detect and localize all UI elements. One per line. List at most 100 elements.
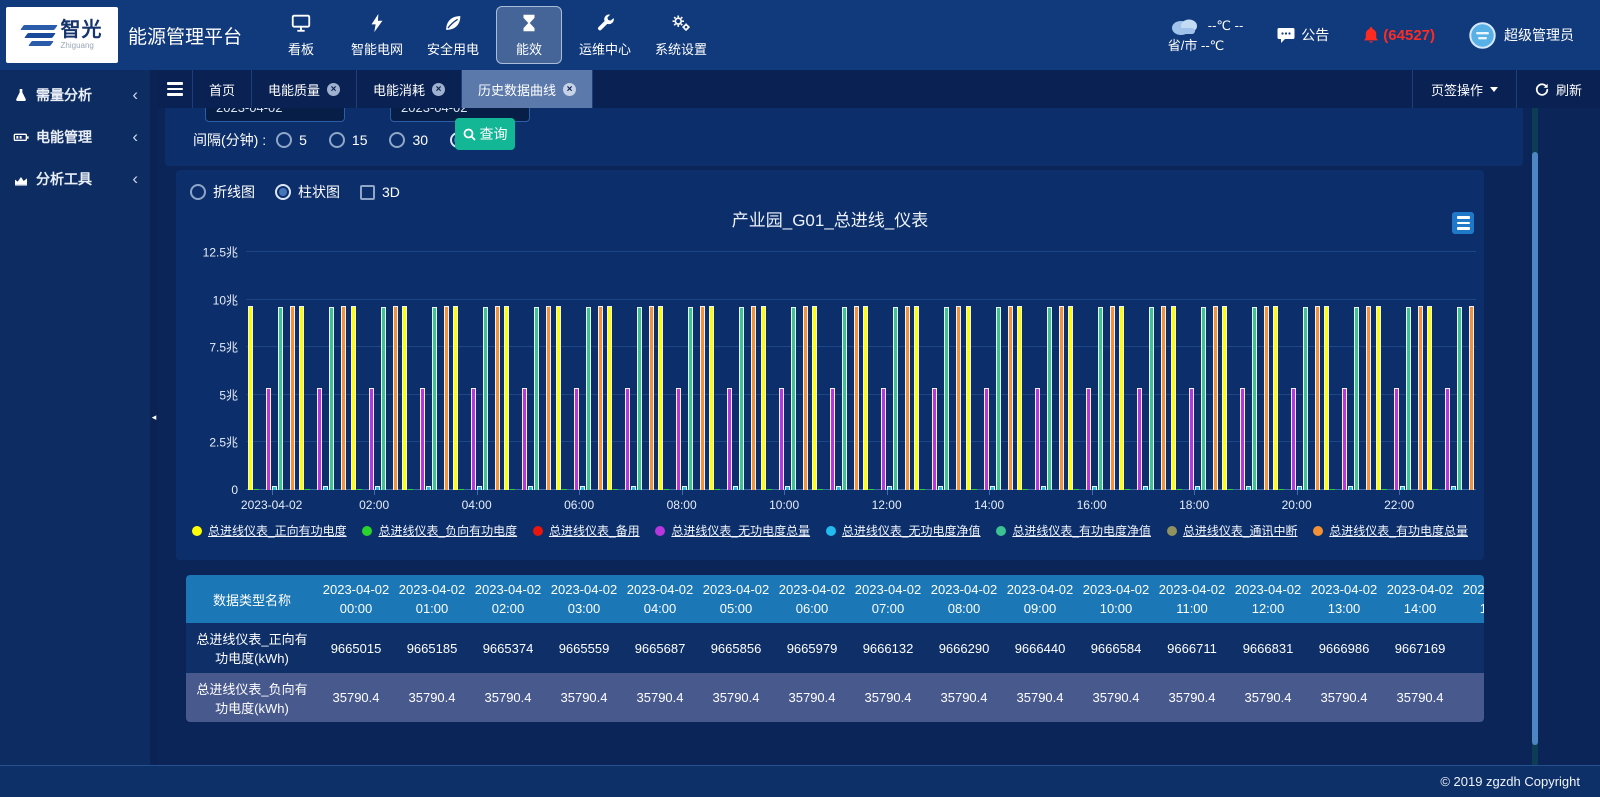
bar[interactable]: [779, 388, 784, 490]
bar[interactable]: [1406, 307, 1411, 490]
bar[interactable]: [266, 388, 271, 490]
tab-0[interactable]: 首页: [192, 70, 252, 108]
bar[interactable]: [1348, 486, 1353, 490]
nav-item-1[interactable]: 智能电网: [344, 6, 410, 64]
user-menu[interactable]: 超级管理员: [1469, 22, 1574, 49]
bar[interactable]: [510, 489, 515, 490]
bar[interactable]: [1125, 489, 1130, 490]
bar[interactable]: [562, 489, 567, 490]
bar[interactable]: [676, 388, 681, 490]
bar[interactable]: [1324, 306, 1329, 490]
bar[interactable]: [854, 306, 859, 490]
date-from-input[interactable]: 2023-04-02: [205, 108, 345, 122]
bar[interactable]: [664, 489, 669, 490]
bar[interactable]: [932, 388, 937, 490]
bar[interactable]: [1252, 307, 1257, 490]
bar[interactable]: [1047, 307, 1052, 490]
bar[interactable]: [1149, 307, 1154, 490]
bar[interactable]: [351, 306, 356, 490]
bar[interactable]: [972, 489, 977, 490]
bar[interactable]: [944, 307, 949, 490]
bar[interactable]: [1427, 306, 1432, 490]
bar[interactable]: [1171, 306, 1176, 490]
bar[interactable]: [1035, 388, 1040, 490]
bar[interactable]: [1451, 486, 1456, 490]
sidebar-item-0[interactable]: 需量分析‹: [0, 74, 150, 116]
bar[interactable]: [556, 306, 561, 490]
bar[interactable]: [1418, 306, 1423, 490]
legend-item-0[interactable]: 总进线仪表_正向有功电度: [192, 522, 347, 539]
bar[interactable]: [305, 489, 310, 490]
tab-close-icon[interactable]: ×: [327, 83, 340, 96]
bar[interactable]: [836, 486, 841, 490]
bar[interactable]: [631, 486, 636, 490]
bar[interactable]: [546, 306, 551, 490]
bar[interactable]: [580, 486, 585, 490]
bar[interactable]: [1246, 486, 1251, 490]
bar[interactable]: [1177, 489, 1182, 490]
bar[interactable]: [1330, 489, 1335, 490]
alarm-button[interactable]: (64527): [1363, 26, 1435, 44]
bar[interactable]: [483, 307, 488, 490]
legend-item-1[interactable]: 总进线仪表_负向有功电度: [362, 522, 517, 539]
nav-item-2[interactable]: 安全用电: [420, 6, 486, 64]
bar[interactable]: [504, 306, 509, 490]
bar[interactable]: [1092, 486, 1097, 490]
bar[interactable]: [402, 306, 407, 490]
bar[interactable]: [751, 306, 756, 490]
legend-item-2[interactable]: 总进线仪表_备用: [533, 522, 640, 539]
bar[interactable]: [329, 307, 334, 490]
bar[interactable]: [739, 307, 744, 490]
sidebar-item-2[interactable]: 分析工具‹: [0, 158, 150, 200]
content-scrollbar[interactable]: [1532, 108, 1538, 765]
bar[interactable]: [1017, 306, 1022, 490]
bar[interactable]: [1161, 306, 1166, 490]
bar[interactable]: [761, 306, 766, 490]
nav-item-3[interactable]: 能效: [496, 6, 562, 64]
tab-2[interactable]: 电能消耗×: [356, 70, 462, 108]
bar[interactable]: [607, 306, 612, 490]
bar[interactable]: [881, 388, 886, 490]
bar[interactable]: [1400, 486, 1405, 490]
bar[interactable]: [1098, 307, 1103, 490]
bar[interactable]: [278, 307, 283, 490]
interval-option-30[interactable]: 30: [389, 132, 428, 148]
tab-3[interactable]: 历史数据曲线×: [461, 70, 593, 108]
bar[interactable]: [1143, 486, 1148, 490]
bar[interactable]: [1382, 489, 1387, 490]
bar[interactable]: [1291, 388, 1296, 490]
bar[interactable]: [408, 489, 413, 490]
bar[interactable]: [812, 306, 817, 490]
bar[interactable]: [733, 486, 738, 490]
bar[interactable]: [528, 486, 533, 490]
bar[interactable]: [1195, 486, 1200, 490]
bar[interactable]: [375, 486, 380, 490]
bar[interactable]: [842, 307, 847, 490]
interval-option-5[interactable]: 5: [276, 132, 307, 148]
legend-item-5[interactable]: 总进线仪表_有功电度净值: [996, 522, 1151, 539]
tab-actions-dropdown[interactable]: 页签操作: [1412, 70, 1516, 108]
brand-logo[interactable]: 智光 Zhiguang: [6, 7, 118, 63]
legend-item-6[interactable]: 总进线仪表_通讯中断: [1167, 522, 1298, 539]
bar[interactable]: [625, 388, 630, 490]
bar[interactable]: [357, 489, 362, 490]
bar[interactable]: [432, 307, 437, 490]
tab-close-icon[interactable]: ×: [563, 83, 576, 96]
bar[interactable]: [966, 306, 971, 490]
bar[interactable]: [791, 307, 796, 490]
bar[interactable]: [1189, 388, 1194, 490]
bar[interactable]: [420, 388, 425, 490]
bar[interactable]: [1068, 306, 1073, 490]
bar[interactable]: [709, 306, 714, 490]
bar[interactable]: [1110, 306, 1115, 490]
bar[interactable]: [574, 388, 579, 490]
scrollbar-thumb[interactable]: [1532, 152, 1538, 745]
bar[interactable]: [381, 307, 386, 490]
legend-item-7[interactable]: 总进线仪表_有功电度总量: [1313, 522, 1468, 539]
bar[interactable]: [1264, 306, 1269, 490]
bar[interactable]: [1394, 388, 1399, 490]
chart-export-menu-icon[interactable]: [1452, 212, 1474, 234]
bar[interactable]: [984, 388, 989, 490]
nav-item-5[interactable]: 系统设置: [648, 6, 714, 64]
bar[interactable]: [700, 306, 705, 490]
